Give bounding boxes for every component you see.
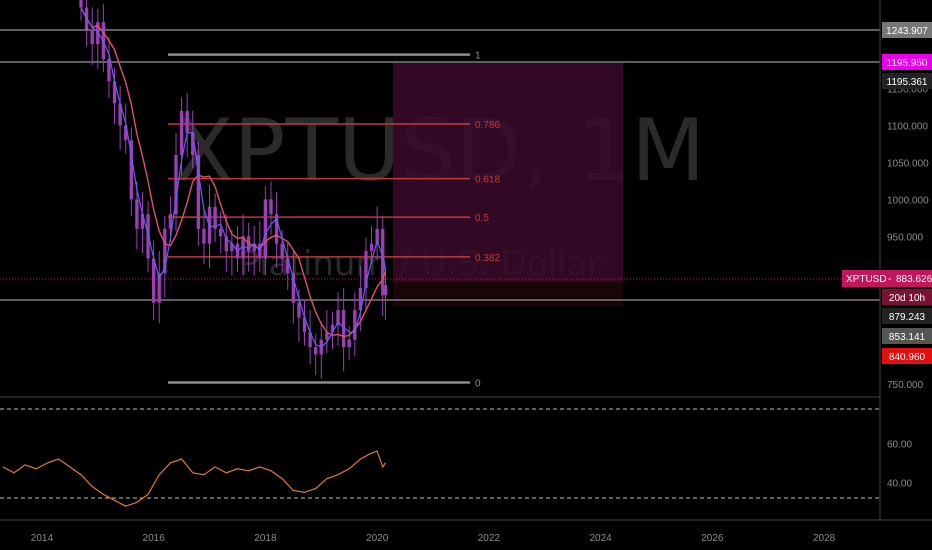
candle-body: [375, 228, 379, 244]
candle-body: [286, 258, 290, 274]
candle-body: [202, 228, 206, 244]
rsi-line: [2, 450, 386, 507]
candle-body: [112, 81, 117, 104]
time-axis-tick: 2020: [366, 533, 389, 544]
svg-text:853.141: 853.141: [889, 332, 926, 343]
candle-body: [297, 302, 301, 318]
candle-body: [330, 324, 335, 333]
candle-body: [336, 310, 340, 325]
ma-fast-line: [80, 7, 387, 348]
badge-gray2: 879.243: [882, 308, 932, 324]
candle-body: [168, 214, 173, 229]
candle-body: [213, 206, 217, 229]
candle-body: [381, 228, 385, 296]
candle-body: [191, 132, 195, 156]
candle-body: [107, 59, 111, 82]
candle-body: [90, 29, 94, 45]
rsi-axis[interactable]: 60.00 40.00: [887, 439, 912, 489]
badge-high: 1243.907: [882, 22, 932, 38]
price-axis-tick: 1050.000: [887, 158, 929, 169]
fib-level-label: 0.5: [475, 213, 489, 224]
candle-body: [314, 347, 318, 355]
candle-body: [274, 214, 279, 244]
badge-magenta: 1195.950: [882, 54, 932, 70]
fib-level-label: 0.618: [475, 175, 500, 186]
candle-body: [135, 199, 139, 229]
candle-body: [369, 243, 374, 252]
fib-level-label: 0: [475, 378, 481, 389]
badge-current-price: 883.626: [896, 274, 932, 285]
candle-body: [179, 110, 184, 156]
badge-current: XPTUSD - 883.626: [842, 270, 932, 287]
rsi-axis-tick: 40.00: [887, 479, 912, 490]
projection-box-lower: [393, 282, 623, 306]
candle-body: [224, 236, 228, 252]
time-axis[interactable]: 2014 2016 2018 2020 2022 2024 2026 2028: [31, 533, 836, 544]
svg-text:1195.950: 1195.950: [887, 58, 928, 69]
time-axis-tick: 2028: [813, 533, 836, 544]
candle-body: [163, 228, 167, 274]
candle-body: [291, 273, 296, 303]
candle-body: [353, 310, 357, 340]
svg-text:1243.907: 1243.907: [886, 26, 928, 37]
svg-text:879.243: 879.243: [889, 312, 926, 323]
fib-level-label: 0.786: [475, 120, 500, 131]
candle-body: [308, 332, 312, 348]
time-axis-tick: 2024: [590, 533, 613, 544]
candle-body: [241, 236, 245, 259]
candle-body: [302, 317, 307, 333]
candle-body: [358, 287, 363, 311]
time-axis-tick: 2026: [701, 533, 724, 544]
badge-gray3: 853.141: [882, 328, 932, 344]
candle-body: [252, 243, 256, 252]
candle-body: [230, 243, 234, 252]
svg-text:-: -: [888, 274, 891, 285]
candle-body: [124, 125, 128, 141]
candle-body: [96, 22, 100, 45]
candle-body: [196, 155, 201, 229]
candle-body: [118, 103, 122, 126]
time-axis-tick: 2014: [31, 533, 54, 544]
rsi-axis-tick: 60.00: [887, 439, 912, 450]
projection-box: [393, 63, 623, 282]
badge-countdown: 20d 10h: [882, 289, 932, 305]
candle-body: [79, 0, 83, 8]
candle-body: [185, 110, 189, 133]
candle-body: [383, 284, 388, 296]
price-axis-tick: 1100.000: [887, 122, 928, 133]
time-axis-tick: 2018: [254, 533, 277, 544]
candle-body: [174, 155, 178, 215]
candle-body: [219, 228, 223, 237]
ma-slow-line: [80, 7, 387, 338]
time-axis-tick: 2016: [143, 533, 166, 544]
candle-body: [151, 258, 156, 303]
svg-text:1195.361: 1195.361: [887, 77, 928, 88]
candle-body: [280, 243, 284, 259]
candle-body: [325, 332, 329, 340]
fibonacci-retracement[interactable]: 1 0.786 0.618 0.5 0.382 0: [168, 51, 500, 390]
price-axis-tick: 950.000: [887, 232, 924, 243]
price-axis-tick: 750.000: [887, 380, 924, 391]
candle-body: [341, 310, 346, 348]
candle-body: [347, 339, 351, 348]
badge-red: 840.960: [882, 348, 932, 364]
time-axis-tick: 2022: [478, 533, 501, 544]
price-axis-tick: 1150.000: [887, 85, 928, 96]
candle-body: [263, 199, 268, 259]
fib-level-label: 1: [475, 51, 481, 62]
svg-text:20d 10h: 20d 10h: [889, 293, 925, 304]
candle-body: [140, 214, 145, 229]
candle-body: [157, 273, 161, 303]
price-axis-tick: 1000.000: [887, 195, 929, 206]
fib-level-label: 0.382: [475, 253, 500, 264]
candlestick-series: [79, 0, 388, 379]
candle-body: [129, 140, 133, 200]
candle-body: [364, 251, 368, 288]
badge-gray1: 1195.361: [882, 73, 932, 89]
badge-current-symbol: XPTUSD: [846, 274, 887, 285]
svg-text:840.960: 840.960: [889, 352, 926, 363]
candle-body: [269, 199, 273, 215]
